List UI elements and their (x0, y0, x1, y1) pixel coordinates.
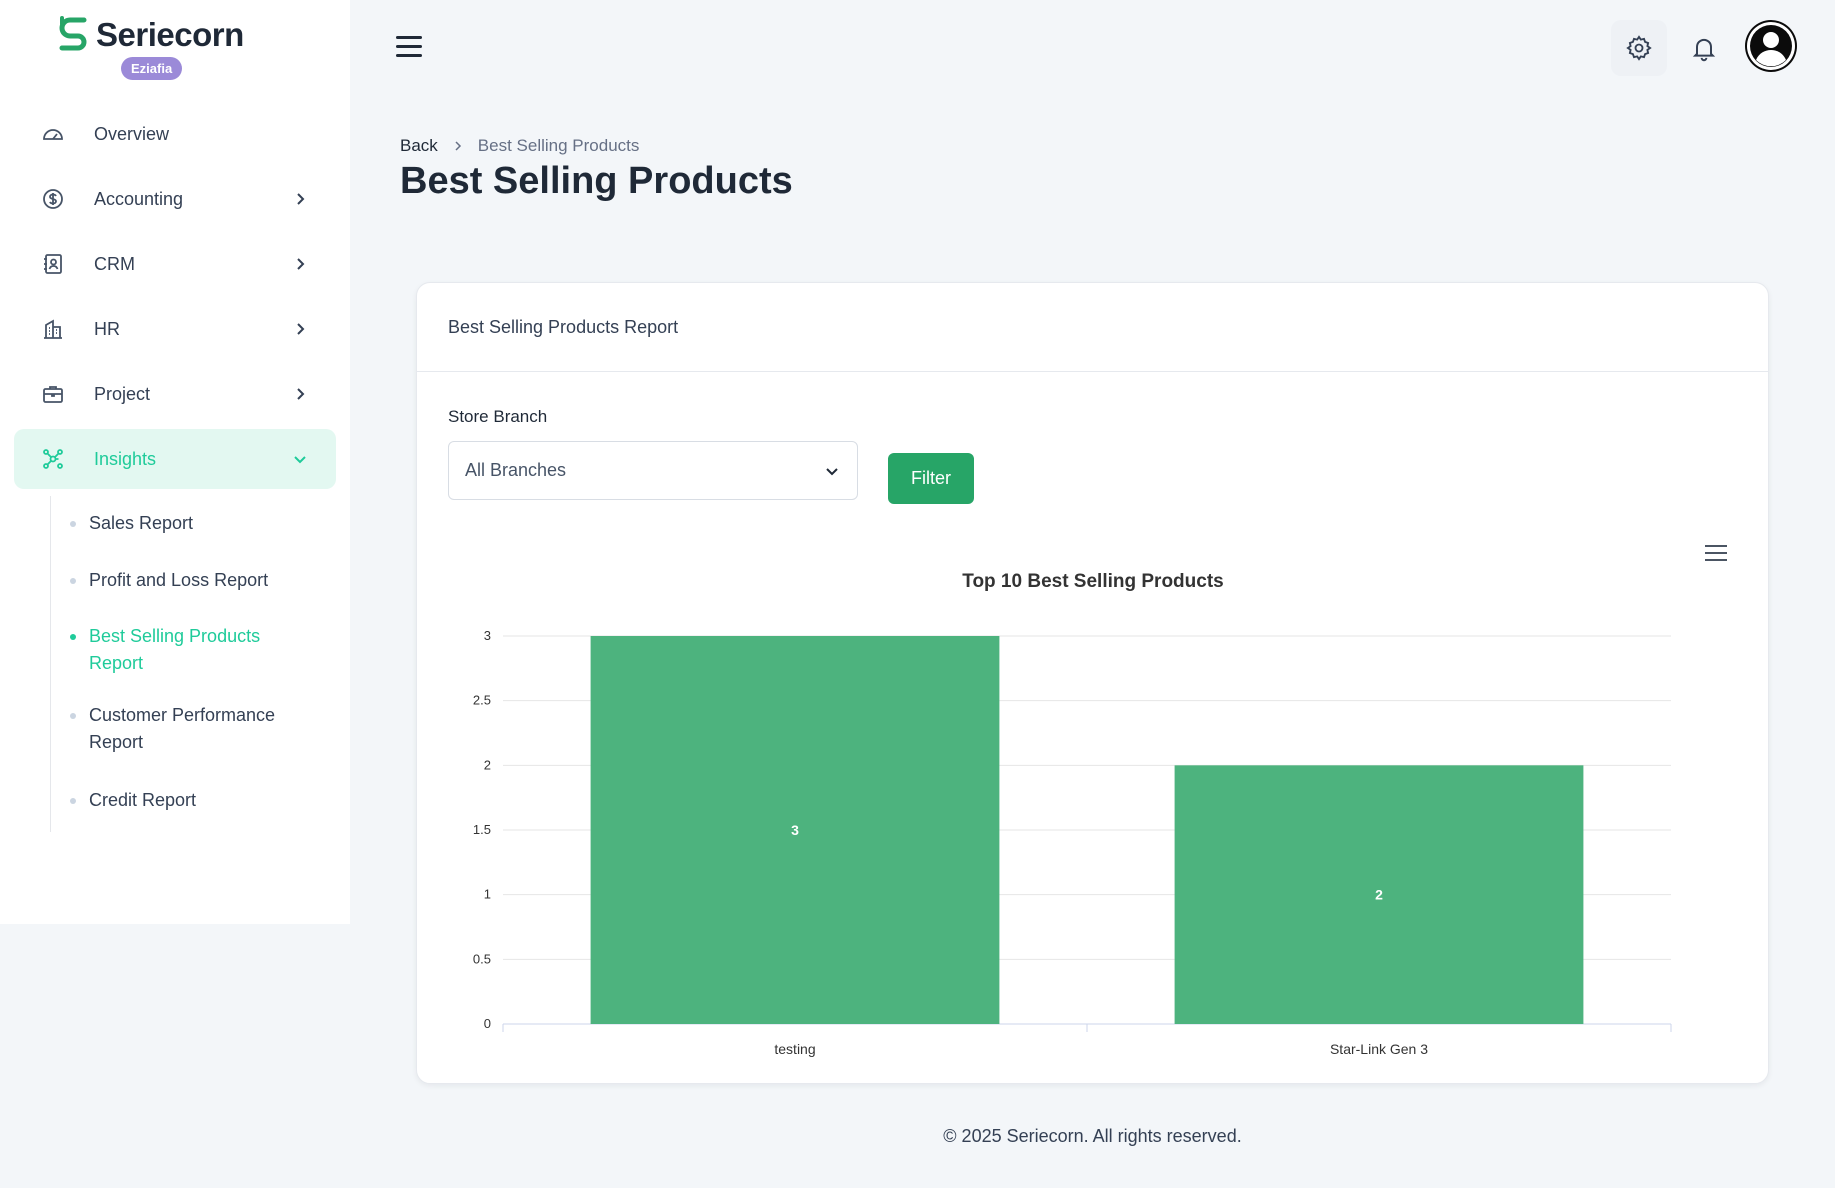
submenu-item-sales-report[interactable]: Sales Report (51, 510, 331, 537)
breadcrumb-current: Best Selling Products (477, 136, 640, 155)
speedometer-icon (40, 121, 66, 147)
chevron-down-icon (294, 456, 306, 464)
chevron-down-icon (826, 468, 838, 476)
sidebar-item-label: Overview (94, 123, 170, 144)
footer-text: © 2025 Seriecorn. All rights reserved. (943, 1126, 1242, 1146)
dollar-circle-icon (40, 186, 66, 212)
x-category-label: testing (774, 1041, 815, 1057)
brand[interactable]: Seriecorn Eziafia (54, 12, 304, 82)
x-category-label: Star-Link Gen 3 (1330, 1041, 1428, 1057)
breadcrumb-back-link[interactable]: Back (400, 136, 438, 155)
y-tick-label: 0.5 (473, 951, 491, 966)
chevron-right-icon (455, 141, 461, 151)
bar (590, 636, 1000, 1024)
filter-button[interactable]: Filter (888, 453, 974, 504)
sidebar-item-hr[interactable]: HR (14, 299, 336, 359)
notifications-button[interactable] (1676, 20, 1732, 76)
breadcrumb: Back Best Selling Products (400, 136, 639, 156)
chevron-right-icon (297, 388, 305, 400)
bullet-icon (70, 578, 76, 584)
report-card: Best Selling Products Report Store Branc… (416, 282, 1769, 1084)
contact-book-icon (40, 251, 66, 277)
y-tick-label: 2 (484, 757, 491, 772)
chevron-right-icon (297, 258, 305, 270)
building-icon (40, 316, 66, 342)
submenu-item-label: Best Selling Products Report (89, 626, 261, 673)
bullet-icon (70, 634, 76, 640)
sidebar-item-crm[interactable]: CRM (14, 234, 336, 294)
submenu-item-customer-performance-report[interactable]: Customer Performance Report (51, 702, 301, 756)
bullet-icon (70, 798, 76, 804)
sidebar-item-accounting[interactable]: Accounting (14, 169, 336, 229)
submenu-item-profit-loss-report[interactable]: Profit and Loss Report (51, 567, 331, 594)
store-branch-selected: All Branches (465, 460, 567, 480)
network-icon (40, 446, 66, 472)
y-tick-label: 3 (484, 628, 491, 643)
submenu-item-label: Sales Report (89, 513, 194, 533)
submenu-item-label: Credit Report (89, 790, 197, 810)
brand-name: Seriecorn (96, 16, 244, 53)
chevron-right-icon (297, 193, 305, 205)
store-branch-label: Store Branch (448, 407, 548, 426)
user-avatar-icon[interactable] (1745, 20, 1797, 72)
sidebar-item-label: Accounting (94, 188, 184, 209)
sidebar-item-project[interactable]: Project (14, 364, 336, 424)
submenu-item-label: Profit and Loss Report (89, 570, 269, 590)
bar-chart: Top 10 Best Selling Products 0 0.5 1 1.5 2 2.… (473, 571, 1672, 1057)
store-branch-select[interactable]: All Branches (448, 441, 858, 500)
sidebar-nav: Overview Accounting CRM HR (14, 104, 336, 494)
bell-icon (1692, 38, 1716, 62)
submenu-item-label: Customer Performance Report (89, 705, 276, 752)
sidebar-item-label: HR (94, 318, 120, 339)
footer: © 2025 Seriecorn. All rights reserved. (0, 1126, 1835, 1147)
card-title: Best Selling Products Report (417, 283, 1768, 372)
sidebar: Seriecorn Eziafia Overview Accounting CR… (0, 0, 350, 924)
y-tick-label: 1 (484, 887, 491, 902)
bar (1174, 765, 1584, 1024)
submenu-item-credit-report[interactable]: Credit Report (51, 787, 331, 814)
chart-menu-icon[interactable] (1705, 545, 1727, 563)
sidebar-item-label: Project (94, 383, 151, 404)
chevron-right-icon (297, 323, 305, 335)
gear-icon (1626, 35, 1652, 61)
submenu-item-best-selling-products-report[interactable]: Best Selling Products Report (51, 623, 291, 677)
y-tick-label: 2.5 (473, 693, 491, 708)
bar-data-label: 2 (1375, 887, 1383, 903)
brand-badge: Eziafia (121, 57, 183, 80)
y-tick-label: 0 (484, 1016, 491, 1031)
chart-title: Top 10 Best Selling Products (962, 571, 1223, 592)
sidebar-item-insights[interactable]: Insights (14, 429, 336, 489)
y-tick-label: 1.5 (473, 822, 491, 837)
sidebar-item-overview[interactable]: Overview (14, 104, 336, 164)
bullet-icon (70, 713, 76, 719)
seriecorn-logo-icon (59, 16, 87, 51)
page-title: Best Selling Products (400, 160, 793, 202)
bar-data-label: 3 (791, 822, 799, 838)
settings-button[interactable] (1611, 20, 1667, 76)
bullet-icon (70, 521, 76, 527)
sidebar-item-label: Insights (94, 448, 157, 469)
sidebar-item-label: CRM (94, 253, 135, 274)
briefcase-icon (40, 381, 66, 407)
hamburger-icon[interactable] (396, 36, 422, 60)
insights-submenu: Sales Report Profit and Loss Report Best… (50, 496, 330, 832)
